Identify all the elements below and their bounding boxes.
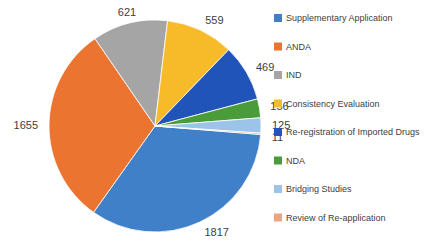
legend: Supplementary Application ANDA IND Consiste… <box>274 13 420 223</box>
legend-label: NDA <box>286 156 305 166</box>
legend-label: Supplementary Application <box>286 13 393 23</box>
chart: 1817165562155946915612511Supplementary A… <box>0 0 444 245</box>
data-label: 469 <box>256 61 274 73</box>
legend-label: Re-registration of Imported Drugs <box>286 127 420 137</box>
legend-swatch <box>274 185 282 193</box>
pie: 1817165562155946915612511 <box>14 6 291 238</box>
legend-swatch <box>274 71 282 79</box>
legend-label: Bridging Studies <box>286 184 352 194</box>
pie-slice <box>155 118 261 133</box>
data-label: 621 <box>118 6 136 18</box>
pie-slice <box>155 126 261 134</box>
legend-label: Review of Re-application <box>286 213 386 223</box>
data-label: 1655 <box>14 119 38 131</box>
data-label: 1817 <box>204 226 228 238</box>
legend-label: Consistency Evaluation <box>286 99 380 109</box>
legend-swatch <box>274 14 282 22</box>
legend-swatch <box>274 100 282 108</box>
legend-swatch <box>274 157 282 165</box>
data-label: 559 <box>205 14 223 26</box>
legend-swatch <box>274 128 282 136</box>
legend-swatch <box>274 214 282 222</box>
legend-swatch <box>274 43 282 51</box>
legend-label: IND <box>286 70 302 80</box>
legend-label: ANDA <box>286 42 311 52</box>
